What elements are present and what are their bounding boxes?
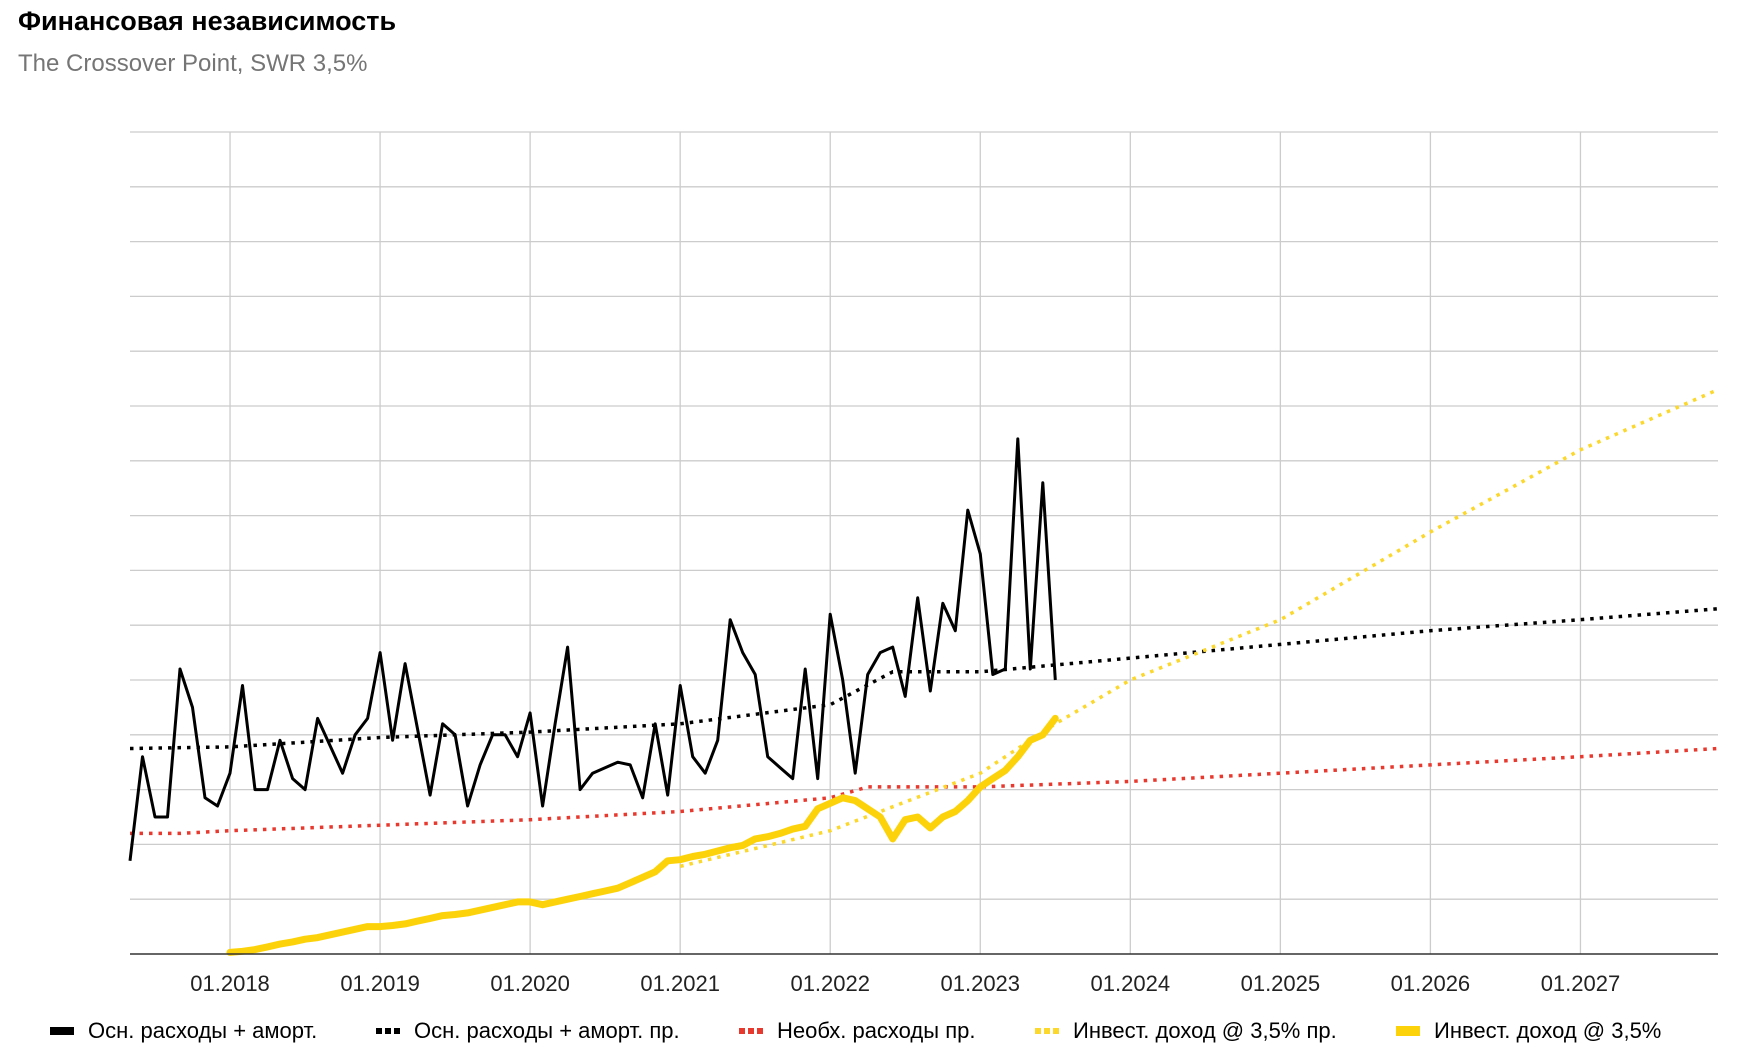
series-line-3 bbox=[679, 387, 1719, 869]
legend-label: Осн. расходы + аморт. bbox=[88, 1018, 318, 1043]
series-line-0 bbox=[128, 437, 1057, 861]
chart-subtitle: The Crossover Point, SWR 3,5% bbox=[18, 50, 368, 77]
legend-item-income: Инвест. доход @ 3,5% bbox=[1396, 1018, 1661, 1044]
x-tick-label: 01.2021 bbox=[640, 971, 720, 996]
x-tick-label: 01.2023 bbox=[941, 971, 1021, 996]
legend-label: Осн. расходы + аморт. пр. bbox=[414, 1018, 680, 1043]
series-line-2 bbox=[130, 746, 1719, 836]
legend-item-expenses: Осн. расходы + аморт. bbox=[50, 1018, 317, 1044]
legend-item-income-trend: Инвест. доход @ 3,5% пр. bbox=[1035, 1018, 1337, 1044]
legend-item-necessary-trend: Необх. расходы пр. bbox=[739, 1018, 975, 1044]
legend-swatch-dotted-black-icon bbox=[376, 1028, 400, 1034]
legend-swatch-dotted-yellow-icon bbox=[1035, 1028, 1059, 1034]
series-lines bbox=[128, 387, 1719, 956]
legend-label: Инвест. доход @ 3,5% bbox=[1434, 1018, 1662, 1043]
legend-swatch-dotted-red-icon bbox=[739, 1028, 763, 1034]
x-tick-label: 01.2022 bbox=[790, 971, 870, 996]
legend-label: Необх. расходы пр. bbox=[777, 1018, 976, 1043]
legend-swatch-solid-yellow-icon bbox=[1396, 1026, 1420, 1036]
x-axis-tick-labels: 01.2018 01.2019 01.2020 01.2021 01.2022 01.20… bbox=[190, 971, 1620, 996]
x-tick-label: 01.2018 bbox=[190, 971, 270, 996]
legend: Осн. расходы + аморт. Осн. расходы + амо… bbox=[0, 1018, 1740, 1058]
series-line-1 bbox=[129, 607, 1719, 751]
series-line-4 bbox=[226, 714, 1059, 956]
x-tick-label: 01.2024 bbox=[1091, 971, 1171, 996]
legend-item-expenses-trend: Осн. расходы + аморт. пр. bbox=[376, 1018, 680, 1044]
x-tick-label: 01.2026 bbox=[1391, 971, 1471, 996]
x-tick-label: 01.2027 bbox=[1541, 971, 1621, 996]
gridlines bbox=[130, 131, 1718, 954]
x-tick-label: 01.2020 bbox=[490, 971, 570, 996]
legend-label: Инвест. доход @ 3,5% пр. bbox=[1073, 1018, 1337, 1043]
chart-title: Финансовая независимость bbox=[18, 6, 397, 36]
x-tick-label: 01.2025 bbox=[1241, 971, 1321, 996]
x-tick-label: 01.2019 bbox=[340, 971, 420, 996]
legend-swatch-solid-black-icon bbox=[50, 1027, 74, 1035]
